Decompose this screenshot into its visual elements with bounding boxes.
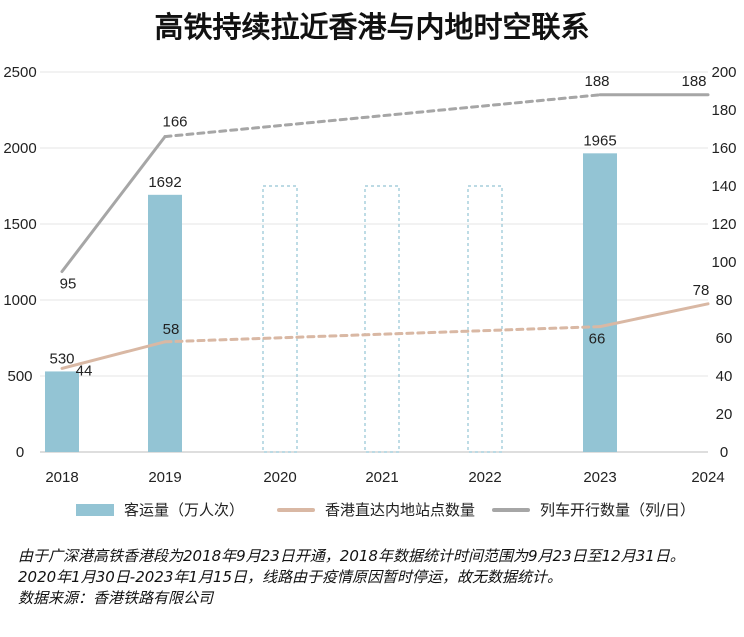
bar-placeholder <box>467 185 503 453</box>
x-tick-label: 2020 <box>263 469 296 486</box>
y-right-tick-label: 40 <box>716 368 733 385</box>
legend-item-stations: 香港直达内地站点数量 <box>277 499 475 520</box>
y-left-tick-label: 1500 <box>3 216 36 233</box>
y-right-tick-label: 0 <box>720 444 728 461</box>
line-stations-segment <box>60 340 167 370</box>
y-right-tick-label: 20 <box>716 406 733 423</box>
x-tick-label: 2024 <box>691 469 724 486</box>
bar-passengers <box>583 153 617 452</box>
y-left-tick-label: 500 <box>7 368 32 385</box>
line-trains-value-label: 95 <box>60 276 77 293</box>
legend-label-passengers: 客运量（万人次） <box>124 501 245 519</box>
line-stations-segment <box>598 302 710 329</box>
line-stations-value-label: 78 <box>693 282 710 299</box>
x-tick-label: 2023 <box>583 469 616 486</box>
y-left-tick-label: 1000 <box>3 292 36 309</box>
bar-passengers <box>148 194 182 453</box>
legend-item-trains: 列车开行数量（列/日） <box>492 499 695 520</box>
line-trains-value-label: 188 <box>584 73 609 90</box>
x-tick-label: 2022 <box>468 469 501 486</box>
footnotes: 由于广深港高铁香港段为2018年9月23日开通，2018年数据统计时间范围为9月… <box>18 546 738 609</box>
y-right-tick-label: 120 <box>711 216 736 233</box>
y-right-tick-label: 180 <box>711 102 736 119</box>
legend-swatch-stations <box>277 507 315 512</box>
y-right-tick-label: 80 <box>716 292 733 309</box>
y-right-tick-label: 200 <box>711 64 736 81</box>
line-stations-value-label: 44 <box>76 362 93 379</box>
bar-placeholder <box>364 185 400 453</box>
line-stations-value-label: 66 <box>589 331 606 348</box>
y-right-tick-label: 100 <box>711 254 736 271</box>
x-tick-label: 2018 <box>45 469 78 486</box>
bar-passengers <box>45 371 79 452</box>
line-trains-value-label: 188 <box>681 73 706 90</box>
chart-title: 高铁持续拉近香港与内地时空联系 <box>154 10 590 44</box>
legend-item-passengers: 客运量（万人次） <box>76 499 244 520</box>
line-stations-segment <box>163 325 602 344</box>
line-trains-segment <box>60 135 167 273</box>
line-trains-value-label: 166 <box>162 114 187 131</box>
footnote-launch: 由于广深港高铁香港段为2018年9月23日开通，2018年数据统计时间范围为9月… <box>18 547 685 565</box>
bar-value-label: 530 <box>49 350 74 367</box>
y-right-tick-label: 160 <box>711 140 736 157</box>
y-right-tick-label: 140 <box>711 178 736 195</box>
line-stations-value-label: 58 <box>163 321 180 338</box>
y-left-tick-label: 2000 <box>3 140 36 157</box>
legend-swatch-passengers <box>76 503 114 516</box>
legend-label-trains: 列车开行数量（列/日） <box>540 501 696 519</box>
footnote-source: 数据来源：香港铁路有限公司 <box>18 589 214 607</box>
y-left-tick-label: 2500 <box>3 64 36 81</box>
combo-chart: 0 500 1000 1500 2000 2500 0 20 40 60 80 100 120 140 16… <box>3 64 736 486</box>
footnote-suspension: 2020年1月30日-2023年1月15日，线路由于疫情原因暂时停运，故无数据统… <box>18 568 563 586</box>
bar-value-label: 1692 <box>148 174 181 191</box>
legend-swatch-trains <box>492 507 530 512</box>
x-tick-label: 2019 <box>148 469 181 486</box>
chart-legend: 客运量（万人次） 香港直达内地站点数量 列车开行数量（列/日） <box>0 499 744 523</box>
x-tick-label: 2021 <box>365 469 398 486</box>
bar-value-label: 1965 <box>583 132 616 149</box>
bar-placeholder <box>262 185 298 453</box>
y-left-tick-label: 0 <box>16 444 24 461</box>
legend-label-stations: 香港直达内地站点数量 <box>325 501 476 519</box>
line-trains-segment <box>163 93 602 139</box>
y-right-tick-label: 60 <box>716 330 733 347</box>
